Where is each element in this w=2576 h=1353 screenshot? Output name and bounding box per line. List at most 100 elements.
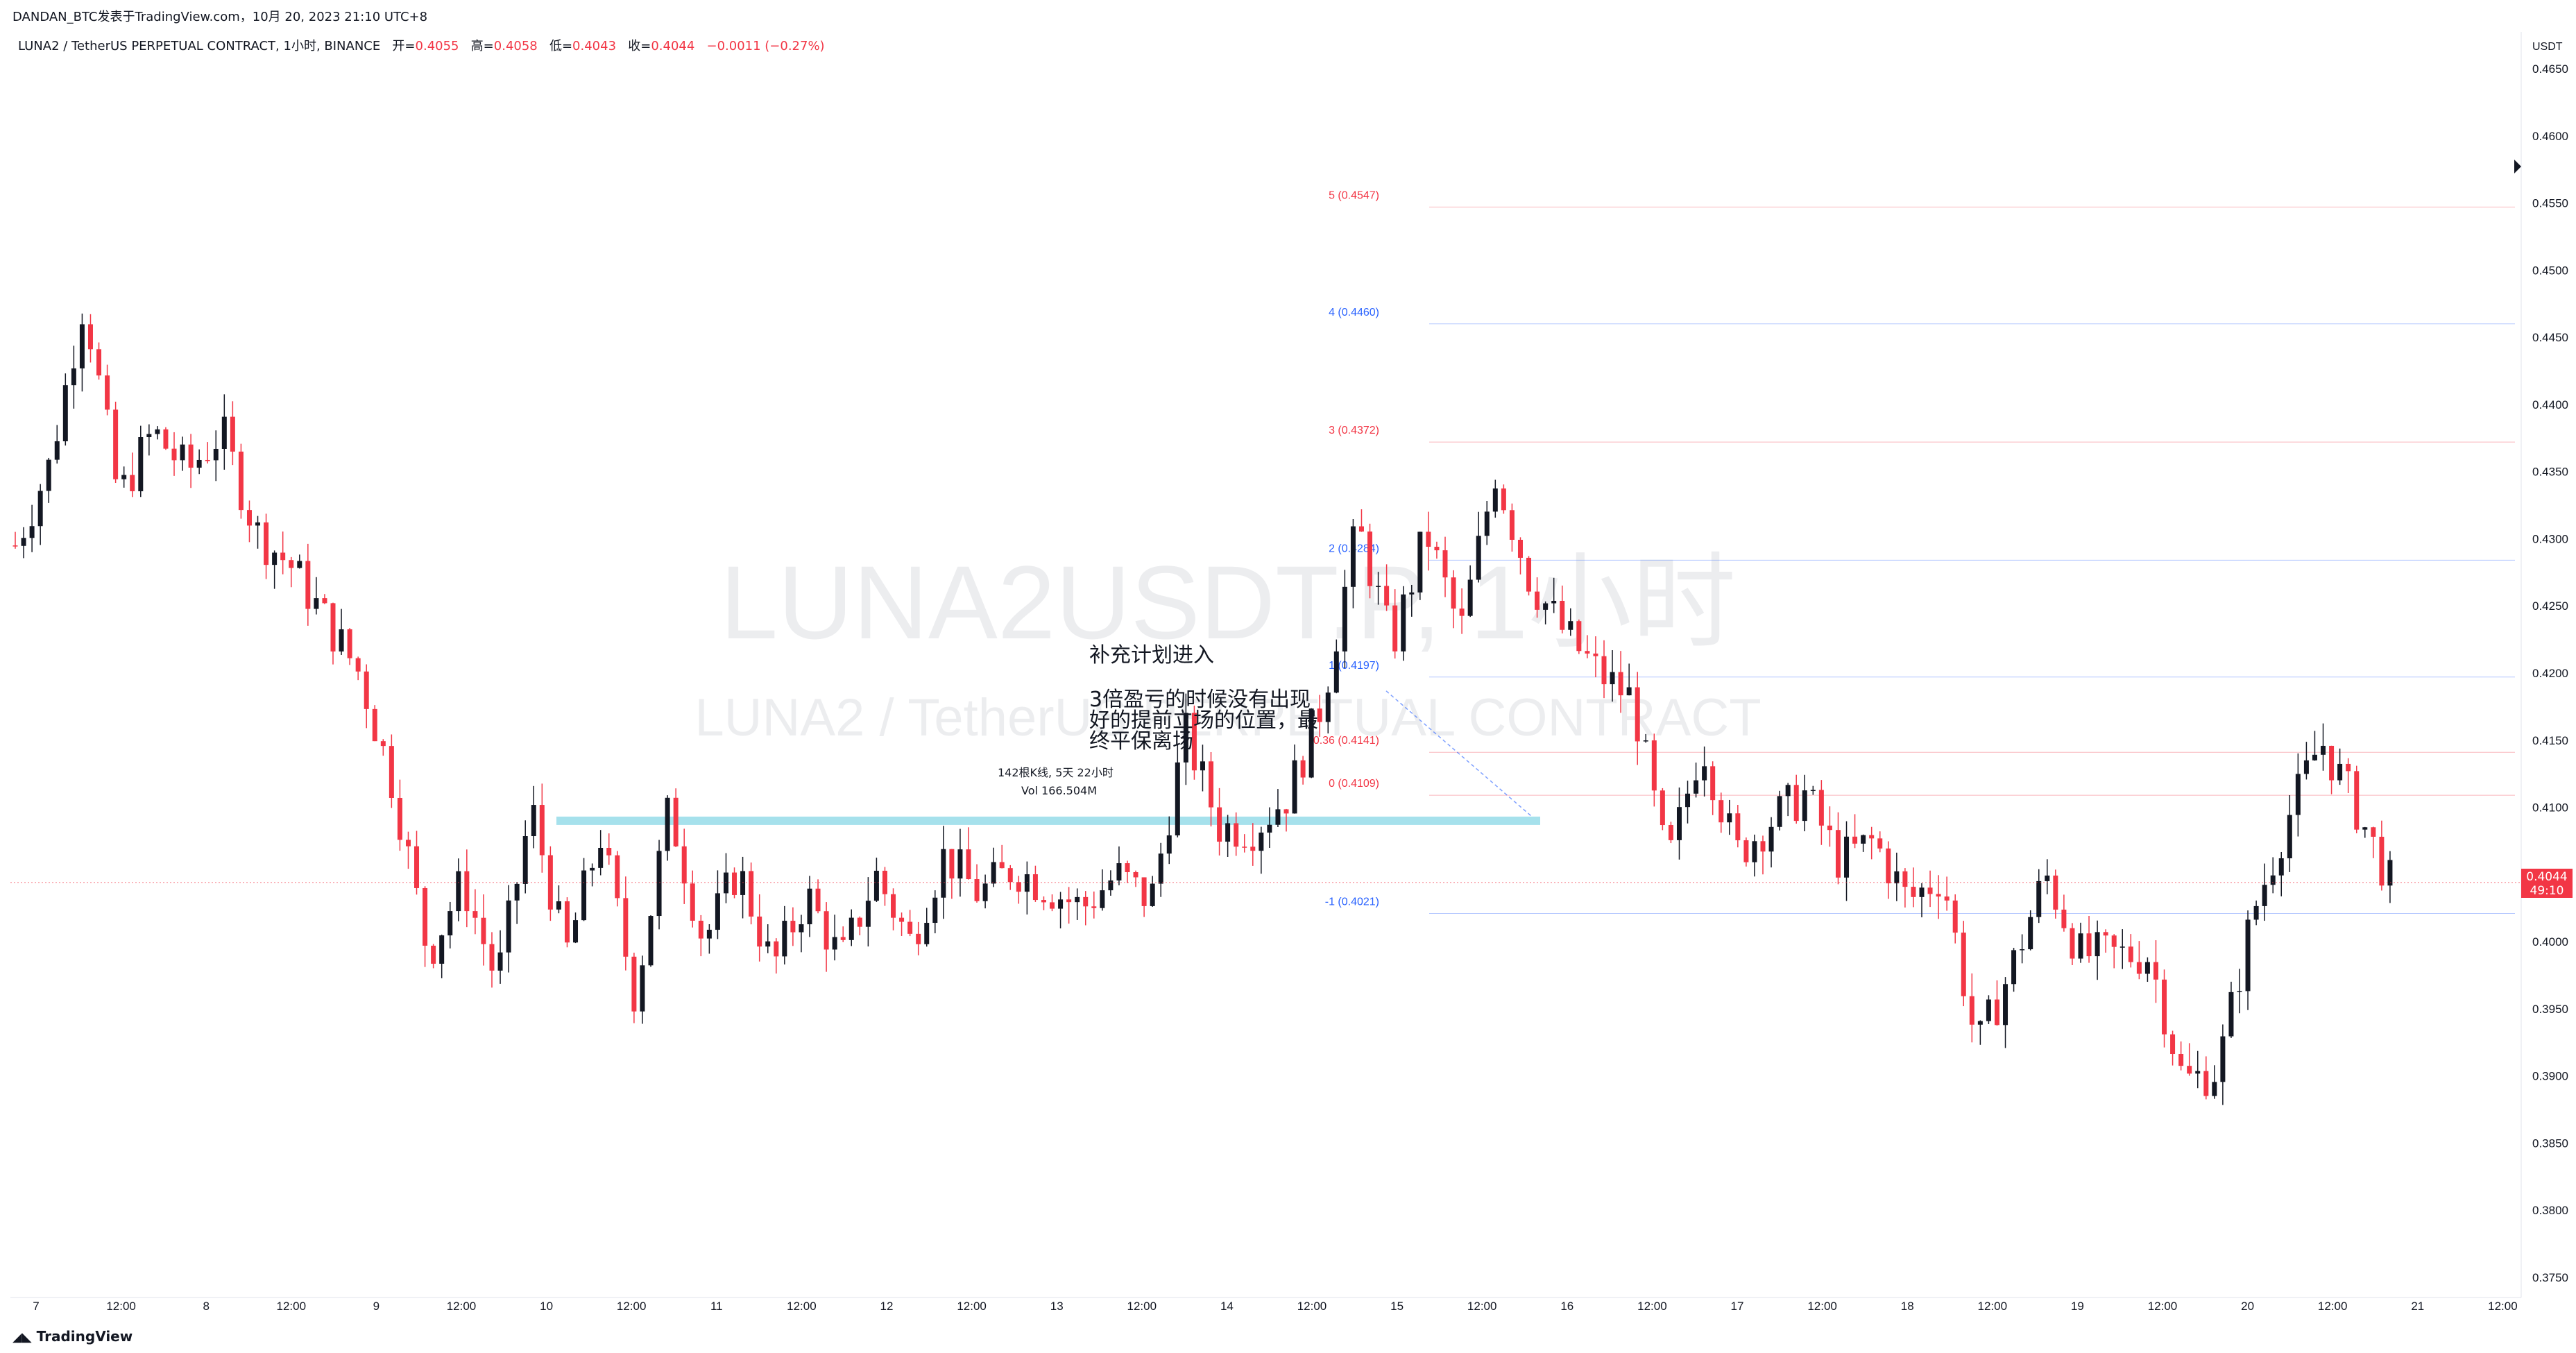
tradingview-logo[interactable]: ◢◣ TradingView xyxy=(12,1328,133,1345)
candle-body xyxy=(598,847,604,868)
candle-body xyxy=(932,897,938,924)
candle-body xyxy=(155,429,160,434)
candle-body xyxy=(2346,763,2351,772)
candle-body xyxy=(1927,887,1933,894)
candle-body xyxy=(456,871,461,912)
candle-body xyxy=(1250,846,1256,851)
candle-body xyxy=(2103,932,2108,936)
candle-body xyxy=(1434,547,1440,551)
fib-extension-tool[interactable]: 5 (0.4547)4 (0.4460)3 (0.4372)2 (0.4284)… xyxy=(1313,189,2515,914)
candle-body xyxy=(1050,902,1055,909)
candle-body xyxy=(690,883,695,921)
candle-body xyxy=(1275,809,1281,825)
candle-body xyxy=(899,917,905,922)
publish-info: DANDAN_BTC发表于TradingView.com，10月 20, 202… xyxy=(12,10,428,24)
candle-body xyxy=(2153,962,2158,980)
candle-body xyxy=(1308,708,1314,778)
candle-body xyxy=(1894,871,1900,884)
time-tick-label: 12:00 xyxy=(1467,1300,1497,1313)
watermark: LUNA2USDT.P, 1小时 LUNA2 / TetherUS PERPET… xyxy=(694,544,1761,747)
candle-body xyxy=(2111,935,2117,947)
candle-body xyxy=(2362,827,2368,830)
candle-body xyxy=(615,855,620,899)
candle-body xyxy=(37,491,43,527)
candle-body xyxy=(539,805,545,856)
candle-body xyxy=(2020,949,2025,951)
candle-body xyxy=(1492,488,1498,512)
time-tick-label: 11 xyxy=(710,1300,723,1313)
candle-body xyxy=(196,459,202,468)
candle-body xyxy=(556,901,561,910)
candle-body xyxy=(514,883,520,901)
candle-body xyxy=(1150,883,1155,906)
price-tick-label: 0.4150 xyxy=(2532,734,2568,747)
candle-body xyxy=(1877,838,1883,849)
candle-body xyxy=(1401,594,1406,652)
symbol-legend[interactable]: LUNA2 / TetherUS PERPETUAL CONTRACT, 1小时… xyxy=(18,36,825,54)
support-zone[interactable] xyxy=(556,816,1540,825)
candle-body xyxy=(1735,813,1741,841)
candle-body xyxy=(205,459,210,461)
candle-body xyxy=(1384,586,1390,606)
publish-bar: DANDAN_BTC发表于TradingView.com，10月 20, 202… xyxy=(0,0,2576,32)
candle-body xyxy=(414,846,420,888)
brand-name: TradingView xyxy=(36,1328,133,1345)
scroll-right-arrow-icon[interactable] xyxy=(2514,160,2521,173)
price-tick-label: 0.4650 xyxy=(2532,62,2568,76)
candles xyxy=(12,313,2393,1105)
candle-body xyxy=(1392,605,1398,652)
time-tick-label: 18 xyxy=(1901,1300,1914,1313)
note-body-line1[interactable]: 3倍盈亏的时候没有出现 xyxy=(1089,688,1311,712)
candle-body xyxy=(1952,900,1958,933)
time-tick-label: 12:00 xyxy=(1978,1300,2008,1313)
candle-body xyxy=(807,888,812,925)
ohlc-low: 低=0.4043 xyxy=(549,39,617,53)
candle-body xyxy=(230,416,235,452)
candle-body xyxy=(188,444,194,468)
watermark-line1: LUNA2USDT.P, 1小时 xyxy=(720,544,1736,661)
candle-body xyxy=(681,846,687,884)
time-tick-label: 12:00 xyxy=(787,1300,817,1313)
candle-body xyxy=(2212,1082,2217,1096)
candle-body xyxy=(749,871,754,917)
note-body-line2[interactable]: 好的提前立场的位置，最 xyxy=(1089,708,1318,733)
price-change: −0.0011 (−0.27%) xyxy=(706,39,825,53)
time-tick-label: 10 xyxy=(540,1300,553,1313)
price-tick-label: 0.4400 xyxy=(2532,398,2568,411)
candle-body xyxy=(1685,793,1691,808)
candle-body xyxy=(2028,917,2033,950)
candle-body xyxy=(2303,760,2309,774)
candle-body xyxy=(163,429,169,449)
candle-body xyxy=(2253,905,2259,920)
candle-body xyxy=(2003,984,2008,1026)
current-price-value: 0.4044 xyxy=(2526,869,2568,884)
candle-body xyxy=(297,561,302,568)
candle-body xyxy=(1635,687,1640,742)
candle-body xyxy=(1543,603,1549,610)
candle-body xyxy=(941,849,946,898)
candle-body xyxy=(1467,579,1473,616)
candle-body xyxy=(2128,946,2133,962)
candle-body xyxy=(2162,979,2167,1035)
candle-body xyxy=(740,871,746,895)
candle-body xyxy=(832,937,837,950)
candle-body xyxy=(1426,531,1431,547)
candle-body xyxy=(573,920,579,943)
note-body-line3[interactable]: 终平保离场 xyxy=(1089,729,1193,754)
time-axis: 7 12:00 8 12:00 9 12:00 10 12:00 11 12:00 12 12:00 1… xyxy=(33,1300,2517,1313)
candle-body xyxy=(121,475,127,479)
candle-body xyxy=(2178,1054,2184,1066)
candle-body xyxy=(999,862,1005,869)
candle-body xyxy=(1191,713,1197,771)
candle-body xyxy=(1066,899,1072,903)
candle-body xyxy=(966,849,971,880)
candle-body xyxy=(1601,656,1607,685)
candle-body xyxy=(1676,807,1682,840)
candle-body xyxy=(330,603,336,652)
candle-body xyxy=(280,552,286,561)
note-title[interactable]: 补充计划进入 xyxy=(1089,643,1214,667)
candle-body xyxy=(1818,790,1824,826)
candle-body xyxy=(522,836,528,884)
candle-body xyxy=(1517,539,1523,558)
